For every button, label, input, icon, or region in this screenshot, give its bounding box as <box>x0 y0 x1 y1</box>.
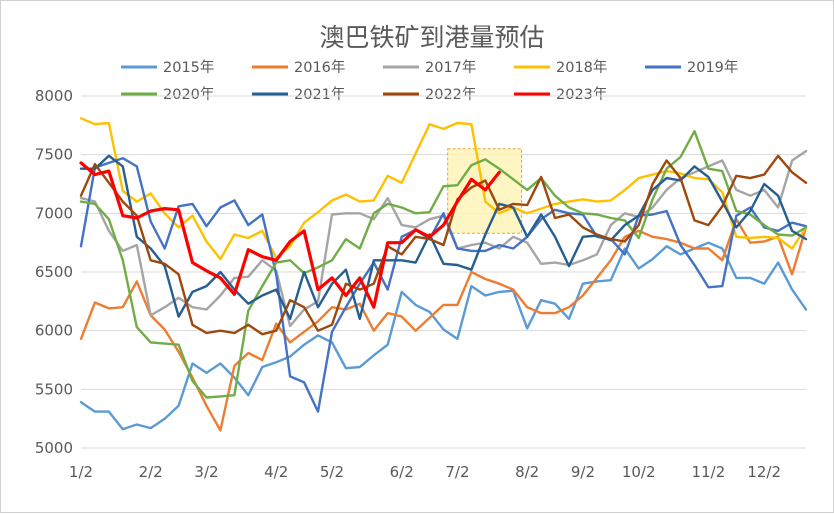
x-tick-label: 12/2 <box>747 463 781 481</box>
series-line-2020年 <box>79 129 808 399</box>
series-lines <box>79 117 808 432</box>
x-tick-label: 5/2 <box>320 463 344 481</box>
legend-label: 2023年 <box>556 86 607 103</box>
legend: 2015年 2016年 2017年 2018年 2019年 2020年 2021年 2022年… <box>121 59 738 103</box>
y-tick-label: 6500 <box>35 263 73 281</box>
x-tick-label: 10/2 <box>622 463 656 481</box>
x-tick-label: 8/2 <box>515 463 539 481</box>
x-tick-label: 2/2 <box>139 463 163 481</box>
y-tick-label: 8000 <box>35 87 73 105</box>
series-line-2023年 <box>79 161 501 309</box>
legend-label: 2021年 <box>294 86 345 103</box>
chart-title: 澳巴铁矿到港量预估 <box>319 23 544 52</box>
x-tick-label: 7/2 <box>445 463 469 481</box>
x-tick-label: 1/2 <box>69 463 93 481</box>
legend-label: 2016年 <box>294 59 345 76</box>
y-axis-ticks: 5000 5500 6000 6500 7000 7500 8000 <box>35 87 73 457</box>
x-tick-label: 3/2 <box>194 463 218 481</box>
y-tick-label: 7500 <box>35 146 73 164</box>
grid-lines <box>81 95 806 449</box>
y-tick-label: 5000 <box>35 439 73 457</box>
y-tick-label: 5500 <box>35 380 73 398</box>
x-tick-label: 11/2 <box>692 463 726 481</box>
x-tick-label: 9/2 <box>571 463 595 481</box>
legend-label: 2022年 <box>425 86 476 103</box>
legend-label: 2018年 <box>556 59 607 76</box>
legend-label: 2020年 <box>163 86 214 103</box>
x-tick-label: 4/2 <box>264 463 288 481</box>
legend-label: 2017年 <box>425 59 476 76</box>
series-line-2016年 <box>79 217 808 432</box>
legend-label: 2019年 <box>687 59 738 76</box>
x-axis-ticks: 1/2 2/2 3/2 4/2 5/2 6/2 7/2 8/2 9/2 10/2 11/2 12/2 <box>69 463 781 481</box>
x-tick-label: 6/2 <box>390 463 414 481</box>
legend-label: 2015年 <box>163 59 214 76</box>
y-tick-label: 6000 <box>35 322 73 340</box>
y-tick-label: 7000 <box>35 204 73 222</box>
series-line-2022年 <box>79 154 808 336</box>
series-line-2019年 <box>79 156 808 413</box>
series-line-2021年 <box>79 154 808 321</box>
